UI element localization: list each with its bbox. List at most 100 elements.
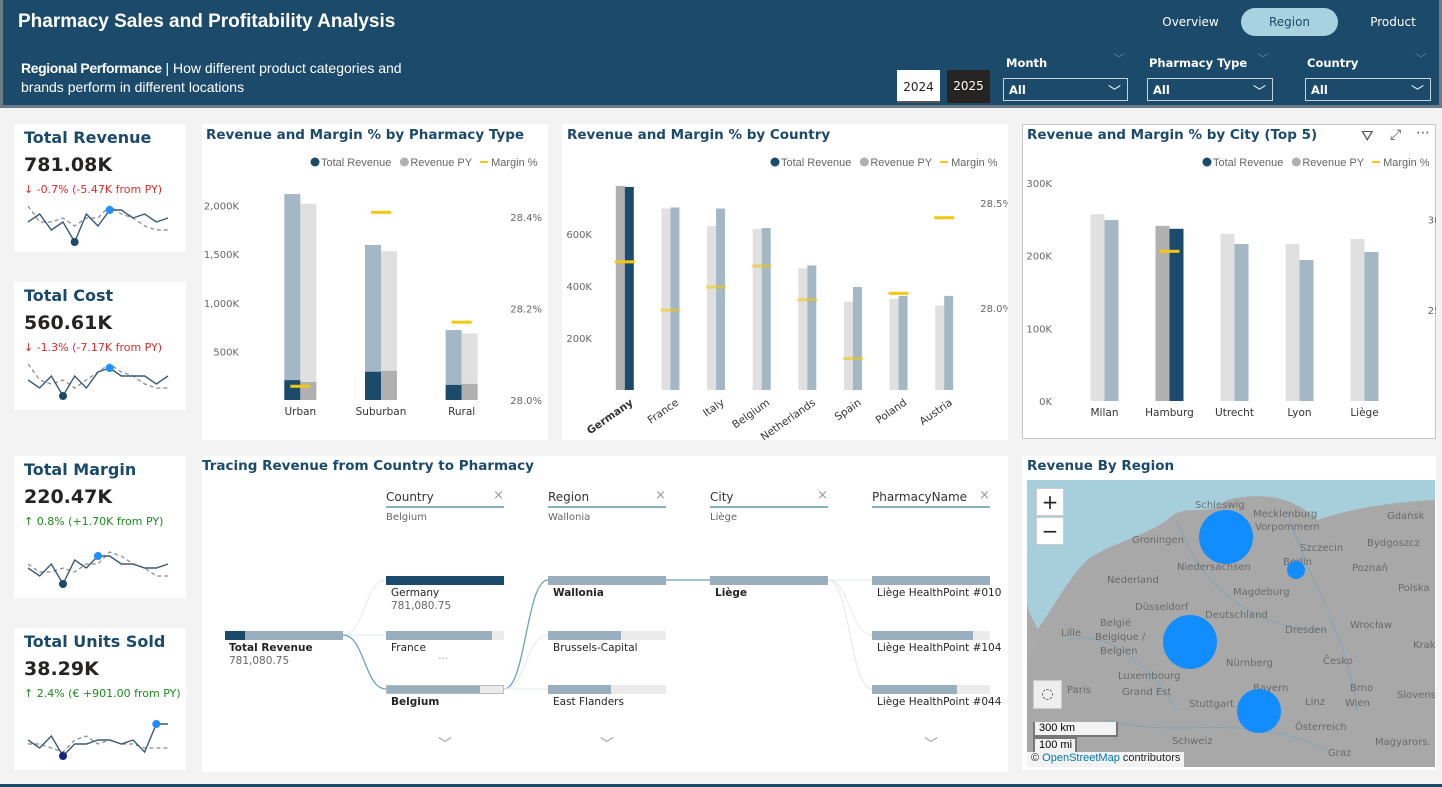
bar-total-revenue[interactable] (1299, 260, 1314, 401)
tree-node-label[interactable]: East Flanders (553, 696, 624, 708)
margin-marker[interactable] (888, 291, 909, 295)
margin-marker[interactable] (797, 298, 818, 302)
bar-revenue-py-highlight[interactable] (300, 382, 317, 400)
tree-node-label[interactable]: Liège HealthPoint #104 (877, 642, 1002, 654)
bar-total-revenue-highlight[interactable] (365, 371, 381, 400)
tree-node-label[interactable]: France (391, 642, 426, 654)
tree-node-label[interactable]: Wallonia (553, 587, 604, 599)
year-2025-button[interactable]: 2025 (947, 70, 990, 103)
bar-total-revenue[interactable] (670, 207, 680, 390)
level-header-country[interactable]: Country × (386, 488, 504, 508)
tree-node-bar[interactable] (710, 576, 828, 585)
bar-revenue-py[interactable] (381, 251, 397, 400)
close-icon[interactable]: × (817, 488, 828, 503)
region-bubble[interactable] (1237, 689, 1281, 733)
margin-marker[interactable] (1159, 249, 1180, 253)
bar-revenue-py[interactable] (1220, 233, 1235, 401)
tree-node-bar[interactable] (386, 631, 504, 640)
level-header-region[interactable]: Region × (548, 488, 666, 508)
tree-node-label[interactable]: Germany (391, 587, 440, 599)
bar-revenue-py-highlight[interactable] (381, 370, 397, 400)
chevron-down-icon[interactable]: ﹀ (438, 737, 452, 753)
chart-legend[interactable]: Total Revenue Revenue PY Margin % (310, 157, 538, 169)
bar-revenue-py[interactable] (615, 185, 625, 390)
bar-revenue-py[interactable] (300, 203, 317, 400)
chevron-down-icon[interactable]: ﹀ (924, 737, 938, 753)
chevron-down-icon[interactable]: ﹀ (600, 737, 614, 753)
region-bubble[interactable] (1199, 510, 1253, 564)
margin-marker[interactable] (451, 320, 472, 324)
country-dropdown[interactable]: All ﹀ (1305, 78, 1431, 101)
tree-node-bar[interactable] (386, 685, 504, 694)
margin-marker[interactable] (842, 356, 863, 360)
year-2024-button[interactable]: 2024 (897, 70, 940, 103)
bar-total-revenue[interactable] (1234, 244, 1249, 401)
bar-total-revenue[interactable] (284, 194, 301, 400)
bar-revenue-py[interactable] (1090, 214, 1105, 401)
tree-node-bar[interactable] (872, 685, 990, 694)
bar-total-revenue[interactable] (365, 245, 381, 400)
close-icon[interactable]: × (493, 488, 504, 503)
tree-node-label[interactable]: Liège HealthPoint #010 (877, 587, 1002, 599)
margin-marker[interactable] (706, 285, 727, 289)
chart-legend[interactable]: Total Revenue Revenue PY Margin % (1202, 157, 1430, 169)
bar-total-revenue[interactable] (624, 186, 634, 390)
chevron-down-icon[interactable]: ﹀ (1257, 52, 1270, 66)
bar-total-revenue[interactable] (716, 208, 726, 390)
root-node-bar[interactable] (225, 631, 343, 640)
tree-node-label[interactable]: Belgium (391, 696, 440, 708)
bar-total-revenue[interactable] (898, 295, 908, 390)
region-bubble[interactable] (1287, 561, 1305, 579)
map-canvas[interactable]: Groningen Nederland Niedersachsen Magdeburg… (1027, 480, 1435, 767)
bar-total-revenue[interactable] (1169, 228, 1184, 401)
chevron-down-icon[interactable]: ﹀ (1113, 52, 1126, 66)
zoom-in-button[interactable]: + (1036, 488, 1064, 516)
bar-revenue-py[interactable] (935, 305, 945, 391)
tree-node-bar[interactable] (386, 576, 504, 585)
bar-revenue-py[interactable] (843, 301, 853, 390)
nav-overview[interactable]: Overview (1162, 15, 1219, 29)
bar-total-revenue[interactable] (944, 295, 954, 390)
bar-revenue-py[interactable] (1350, 238, 1365, 401)
openstreetmap-link[interactable]: OpenStreetMap (1042, 752, 1120, 764)
zoom-out-button[interactable]: − (1036, 517, 1064, 545)
level-header-pharmacyname[interactable]: PharmacyName × (872, 488, 990, 508)
bar-revenue-py[interactable] (752, 229, 762, 390)
tree-node-bar[interactable] (548, 576, 666, 585)
margin-marker[interactable] (290, 384, 311, 388)
tree-node-label[interactable]: Liège (715, 587, 748, 599)
level-header-city[interactable]: City × (710, 488, 828, 508)
nav-region[interactable]: Region (1241, 8, 1338, 36)
filter-icon[interactable]: ⛛ (1361, 127, 1374, 145)
bar-total-revenue[interactable] (761, 228, 771, 390)
bar-total-revenue[interactable] (807, 265, 817, 390)
tree-node-bar[interactable] (872, 631, 990, 640)
close-icon[interactable]: × (979, 488, 990, 503)
bar-revenue-py[interactable] (889, 298, 899, 390)
bar-total-revenue[interactable] (445, 330, 462, 400)
bar-revenue-py[interactable] (461, 333, 478, 400)
tree-node-bar[interactable] (548, 631, 666, 640)
bar-total-revenue[interactable] (852, 287, 862, 390)
month-dropdown[interactable]: All ﹀ (1003, 78, 1128, 101)
chevron-down-icon[interactable]: ﹀ (1415, 52, 1428, 66)
bar-revenue-py[interactable] (1155, 225, 1170, 401)
margin-marker[interactable] (371, 210, 391, 214)
bar-revenue-py-highlight[interactable] (461, 383, 478, 400)
more-options-icon[interactable]: ⋯ (1416, 125, 1430, 141)
margin-marker[interactable] (614, 260, 635, 264)
margin-marker[interactable] (751, 264, 772, 268)
bar-total-revenue-highlight[interactable] (284, 380, 301, 400)
chart-legend[interactable]: Total Revenue Revenue PY Margin % (770, 157, 998, 169)
lasso-select-icon[interactable]: ◌ (1033, 680, 1062, 709)
margin-marker[interactable] (934, 216, 955, 220)
tree-node-bar[interactable] (872, 576, 990, 585)
close-icon[interactable]: × (655, 488, 666, 503)
tree-node-bar[interactable] (548, 685, 666, 694)
bar-total-revenue-highlight[interactable] (445, 384, 462, 400)
tree-node-label[interactable]: Liège HealthPoint #044 (877, 696, 1002, 708)
pharmacy-type-dropdown[interactable]: All ﹀ (1147, 78, 1273, 101)
bar-total-revenue[interactable] (1104, 220, 1119, 401)
bar-revenue-py[interactable] (1285, 244, 1300, 401)
nav-product[interactable]: Product (1370, 15, 1416, 29)
